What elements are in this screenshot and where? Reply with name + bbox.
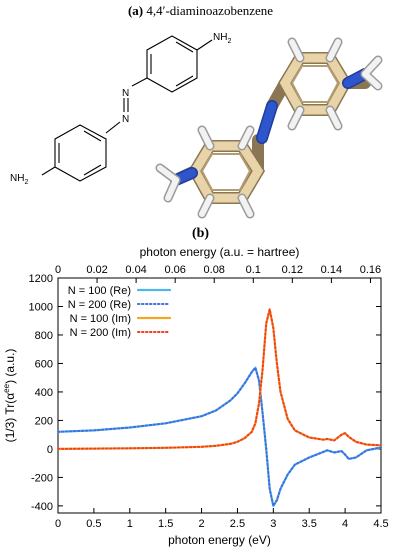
y-tick-label: 0 bbox=[47, 444, 53, 456]
x-tick-label: 4 bbox=[342, 518, 348, 530]
panel-b-label: (b) bbox=[191, 226, 210, 241]
stick-model bbox=[155, 37, 383, 219]
skeletal-structure bbox=[41, 35, 213, 182]
azo-n2-label: N bbox=[122, 114, 129, 125]
x2-axis-ticks: 0 0.02 0.04 0.06 0.08 0.1 0.12 0.14 0.16 bbox=[55, 264, 381, 283]
panel-a-label: (a) bbox=[127, 3, 144, 18]
polarizability-chart: photon energy (a.u. = hartree) 0 0.02 0.04… bbox=[2, 245, 389, 547]
panel-a-title: 4,4′-diaminoazobenzene bbox=[146, 3, 274, 18]
y-tick-label: 1000 bbox=[29, 301, 53, 313]
x-tick-label: 4.5 bbox=[373, 518, 388, 530]
x-tick-label: 3.5 bbox=[302, 518, 317, 530]
legend-label: N = 100 (Im) bbox=[70, 313, 131, 325]
plot-frame bbox=[57, 277, 382, 514]
x2-tick-label: 0.02 bbox=[86, 264, 107, 276]
x-tick-label: 1 bbox=[127, 518, 133, 530]
legend-label: N = 200 (Re) bbox=[68, 299, 131, 311]
y-axis-ticks: -400 -200 0 200 400 600 800 1000 1200 bbox=[29, 273, 381, 513]
azo-n1-label: N bbox=[122, 88, 129, 99]
y-tick-label: 800 bbox=[35, 330, 53, 342]
x-tick-label: 2.5 bbox=[230, 518, 245, 530]
x-tick-label: 2 bbox=[198, 518, 204, 530]
x-tick-label: 0.5 bbox=[86, 518, 101, 530]
y-tick-label: 600 bbox=[35, 358, 53, 370]
amine-top-label: NH2 bbox=[213, 32, 231, 45]
series-line-1 bbox=[56, 366, 383, 507]
x2-tick-label: 0.14 bbox=[321, 264, 342, 276]
upper-benzene-ring bbox=[146, 35, 198, 93]
lower-benzene-ring bbox=[54, 124, 107, 182]
y-tick-label: 200 bbox=[35, 415, 53, 427]
x2-tick-label: 0.1 bbox=[246, 264, 261, 276]
series-layer bbox=[56, 308, 383, 507]
x-tick-label: 0 bbox=[55, 518, 61, 530]
panel-a-caption: (a) 4,4′-diaminoazobenzene bbox=[0, 3, 401, 19]
x-axis-title: photon energy (eV) bbox=[168, 533, 271, 547]
x-tick-label: 1.5 bbox=[158, 518, 173, 530]
legend-label: N = 100 (Re) bbox=[68, 285, 131, 297]
amine-bottom-label: NH2 bbox=[10, 173, 28, 186]
x-tick-label: 3 bbox=[270, 518, 276, 530]
panel-b-caption: (b) bbox=[0, 226, 401, 242]
series-line-4 bbox=[57, 308, 382, 450]
legend-label: N = 200 (Im) bbox=[70, 327, 131, 339]
x2-tick-label: 0.16 bbox=[360, 264, 381, 276]
x2-axis-title: photon energy (a.u. = hartree) bbox=[140, 245, 300, 259]
x2-tick-label: 0.06 bbox=[164, 264, 185, 276]
y-tick-label: 1200 bbox=[29, 273, 53, 285]
y-axis-title: (1/3) Tr(αee) (a.u.) bbox=[2, 349, 17, 443]
x2-tick-label: 0.04 bbox=[125, 264, 146, 276]
molecule-panel: N N NH2 NH2 bbox=[10, 32, 383, 219]
series-line-2 bbox=[57, 366, 382, 507]
plot-border bbox=[57, 277, 382, 514]
y-tick-label: -200 bbox=[31, 472, 53, 484]
legend: N = 100 (Re) N = 200 (Re) N = 100 (Im) N = … bbox=[68, 285, 172, 339]
x-axis-ticks: 0 0.5 1 1.5 2 2.5 3 3.5 4 4.5 bbox=[55, 508, 389, 530]
x2-tick-label: 0.12 bbox=[282, 264, 303, 276]
y-tick-label: 400 bbox=[35, 387, 53, 399]
x2-tick-label: 0.08 bbox=[204, 264, 225, 276]
y-tick-label: -400 bbox=[31, 501, 53, 513]
x2-tick-label: 0 bbox=[55, 264, 61, 276]
